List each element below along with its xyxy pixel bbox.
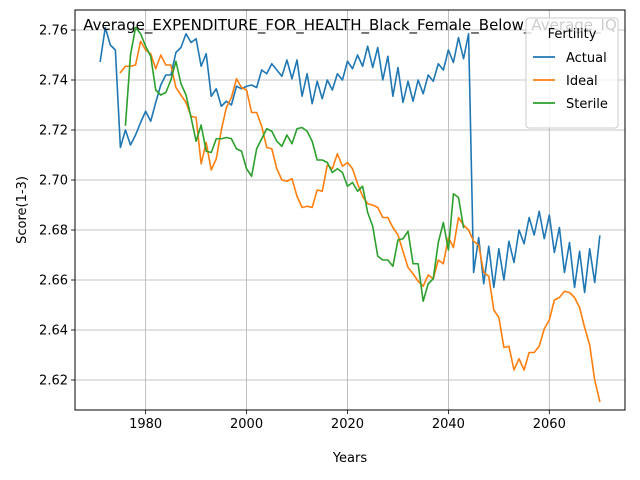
y-tick-label: 2.64	[39, 324, 68, 339]
x-tick-label: 2020	[331, 417, 364, 432]
y-tick-label: 2.70	[39, 174, 68, 189]
legend-label-ideal: Ideal	[566, 74, 598, 89]
x-tick-label: 1980	[129, 417, 162, 432]
x-tick-label: 2040	[432, 417, 465, 432]
legend-label-sterile: Sterile	[566, 97, 608, 112]
y-tick-label: 2.74	[39, 74, 68, 89]
y-tick-label: 2.72	[39, 124, 68, 139]
legend: Fertility Actual Ideal Sterile	[526, 18, 618, 128]
x-tick-label: 2000	[230, 417, 263, 432]
legend-title: Fertility	[548, 27, 597, 42]
y-tick-label: 2.76	[39, 24, 68, 39]
legend-label-actual: Actual	[566, 51, 607, 66]
x-tick-label: 2060	[533, 417, 566, 432]
y-tick-label: 2.62	[39, 374, 68, 389]
x-axis-label: Years	[332, 451, 368, 466]
y-axis-label: Score(1-3)	[15, 176, 30, 244]
y-tick-label: 2.66	[39, 274, 68, 289]
y-tick-label: 2.68	[39, 224, 68, 239]
